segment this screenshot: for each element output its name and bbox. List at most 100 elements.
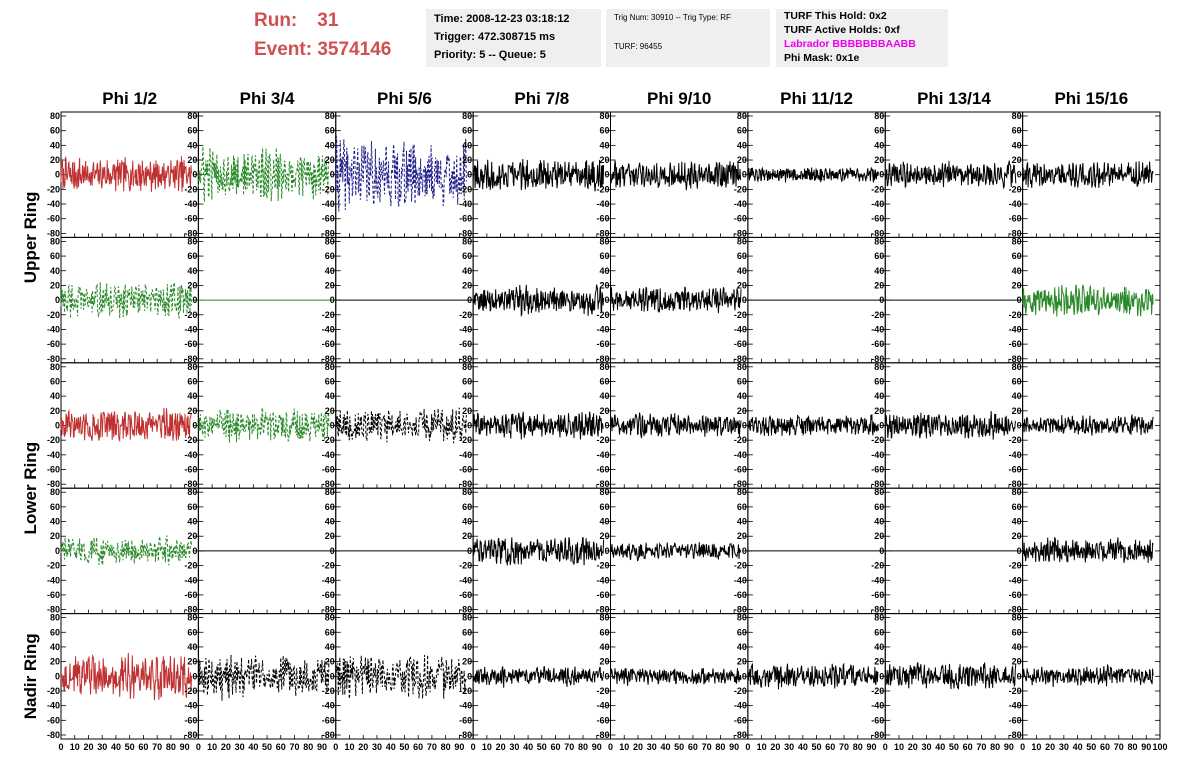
y-tick-label: 40 bbox=[737, 391, 747, 401]
y-tick-label: -60 bbox=[1009, 339, 1022, 349]
y-tick-label: 20 bbox=[462, 155, 472, 165]
x-tick-label: 70 bbox=[290, 742, 300, 752]
y-tick-label: 80 bbox=[737, 613, 747, 623]
waveform-trace bbox=[884, 411, 1017, 440]
x-tick-label: 40 bbox=[1073, 742, 1083, 752]
y-tick-label: 0 bbox=[55, 546, 60, 556]
y-tick-label: 80 bbox=[50, 487, 60, 497]
waveform-panel: -80 -60 -40 -20 0 20 40 60 80 bbox=[459, 111, 611, 238]
y-tick-label: 20 bbox=[187, 657, 197, 667]
y-tick-label: -20 bbox=[47, 435, 60, 445]
y-tick-label: -80 bbox=[47, 730, 60, 740]
x-tick-label: 30 bbox=[647, 742, 657, 752]
y-tick-label: 80 bbox=[325, 236, 335, 246]
y-tick-label: -20 bbox=[184, 686, 197, 696]
y-tick-label: 40 bbox=[462, 140, 472, 150]
y-tick-label: -20 bbox=[1009, 435, 1022, 445]
y-tick-label: 80 bbox=[462, 362, 472, 372]
y-tick-label: -40 bbox=[1009, 450, 1022, 460]
x-tick-label: 80 bbox=[303, 742, 313, 752]
y-tick-label: 60 bbox=[50, 251, 60, 261]
x-tick-label: 60 bbox=[1100, 742, 1110, 752]
waveform-trace bbox=[60, 535, 192, 566]
y-tick-label: 20 bbox=[737, 406, 747, 416]
y-tick-label: 20 bbox=[599, 155, 609, 165]
y-tick-label: 40 bbox=[50, 642, 60, 652]
x-tick-label: 30 bbox=[1059, 742, 1069, 752]
y-tick-label: -40 bbox=[734, 575, 747, 585]
y-tick-label: 0 bbox=[742, 170, 747, 180]
y-tick-label: -40 bbox=[459, 575, 472, 585]
y-tick-label: 40 bbox=[187, 517, 197, 527]
y-tick-label: 80 bbox=[874, 111, 884, 121]
y-tick-label: -80 bbox=[1009, 479, 1022, 489]
y-tick-label: -40 bbox=[47, 701, 60, 711]
x-tick-label: 70 bbox=[839, 742, 849, 752]
y-tick-label: -40 bbox=[322, 575, 335, 585]
y-tick-label: -20 bbox=[322, 184, 335, 194]
y-tick-label: 40 bbox=[50, 517, 60, 527]
y-tick-label: 20 bbox=[1012, 280, 1022, 290]
y-tick-label: -40 bbox=[322, 199, 335, 209]
y-tick-label: 60 bbox=[599, 251, 609, 261]
y-tick-label: 0 bbox=[604, 546, 609, 556]
time-info-box: Time: 2008-12-23 03:18:12 Trigger: 472.3… bbox=[426, 9, 601, 67]
waveform-panel: -80 -60 -40 -20 0 20 40 60 80 bbox=[1009, 236, 1161, 364]
y-tick-label: 80 bbox=[462, 236, 472, 246]
waveform-panel: -80 -60 -40 -20 0 20 40 60 80 bbox=[47, 487, 199, 615]
y-tick-label: -40 bbox=[184, 575, 197, 585]
column-header: Phi 11/12 bbox=[780, 89, 853, 108]
waveform-trace bbox=[1022, 284, 1154, 317]
waveform-trace bbox=[747, 166, 879, 183]
panel-frame bbox=[610, 487, 749, 615]
y-tick-label: -40 bbox=[734, 450, 747, 460]
y-tick-label: 0 bbox=[192, 421, 197, 431]
y-tick-label: -80 bbox=[871, 730, 884, 740]
waveform-panel: -80 -60 -40 -20 0 20 40 60 80 bbox=[734, 236, 886, 364]
y-tick-label: 40 bbox=[187, 266, 197, 276]
column-header: Phi 1/2 bbox=[102, 89, 157, 108]
active-holds-text: TURF Active Holds: 0xf bbox=[784, 24, 900, 36]
x-tick-label: 40 bbox=[660, 742, 670, 752]
waveform-panel: -80 -60 -40 -20 0 20 40 60 80 bbox=[734, 362, 886, 489]
y-tick-label: -80 bbox=[459, 479, 472, 489]
x-tick-label: 30 bbox=[97, 742, 107, 752]
y-tick-label: 40 bbox=[1012, 140, 1022, 150]
y-tick-label: 60 bbox=[737, 627, 747, 637]
waveform-panel: -80 -60 -40 -20 0 20 40 60 80 bbox=[734, 613, 886, 740]
panels: -80-60-40-20020406080-80-60-40-200204060… bbox=[47, 111, 1161, 740]
x-tick-label: 20 bbox=[83, 742, 93, 752]
x-tick-label: 60 bbox=[963, 742, 973, 752]
x-tick-label: 20 bbox=[908, 742, 918, 752]
y-tick-label: -80 bbox=[596, 354, 609, 364]
y-tick-label: 80 bbox=[50, 362, 60, 372]
y-tick-label: 60 bbox=[325, 376, 335, 386]
y-tick-label: 80 bbox=[50, 613, 60, 623]
y-tick-label: 60 bbox=[325, 126, 335, 136]
waveform-trace bbox=[60, 407, 192, 443]
y-tick-label: -20 bbox=[184, 184, 197, 194]
x-tick-label: 60 bbox=[551, 742, 561, 752]
y-tick-label: -40 bbox=[322, 324, 335, 334]
waveform-panel: -80 -60 -40 -20 0 20 40 60 80 bbox=[184, 613, 337, 740]
waveform-panel: -80 -60 -40 -20 0 20 40 60 80 bbox=[459, 487, 611, 615]
y-tick-label: -40 bbox=[596, 575, 609, 585]
y-tick-label: 20 bbox=[462, 280, 472, 290]
waveform-panel: -80 -60 -40 -20 0 20 40 60 80 bbox=[1009, 487, 1161, 615]
y-tick-label: 40 bbox=[599, 391, 609, 401]
y-tick-label: 60 bbox=[187, 126, 197, 136]
x-tick-label: 70 bbox=[1114, 742, 1124, 752]
y-tick-label: -40 bbox=[47, 324, 60, 334]
y-tick-label: 20 bbox=[50, 155, 60, 165]
run-label: Run: bbox=[254, 10, 298, 31]
y-tick-label: -60 bbox=[871, 339, 884, 349]
y-tick-label: -60 bbox=[184, 590, 197, 600]
column-headers: Phi 1/2 Phi 3/4 Phi 5/6 Phi 7/8 Phi 9/10 Phi … bbox=[102, 89, 1128, 108]
column-header: Phi 5/6 bbox=[377, 89, 432, 108]
y-tick-label: 40 bbox=[599, 266, 609, 276]
y-tick-label: 20 bbox=[599, 657, 609, 667]
y-tick-label: 80 bbox=[1012, 487, 1022, 497]
y-tick-label: -80 bbox=[47, 479, 60, 489]
y-tick-label: -80 bbox=[871, 354, 884, 364]
x-tick-label: 70 bbox=[976, 742, 986, 752]
